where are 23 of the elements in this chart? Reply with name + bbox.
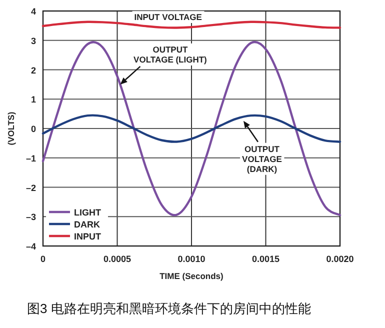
x-tick-label: 0.0020 [326,254,354,264]
annotation: OUTPUT VOLTAGE (LIGHT) [132,43,210,66]
legend-label: DARK [74,220,100,230]
y-tick-label: –1 [26,153,36,164]
y-tick-label: 3 [30,36,36,46]
y-tick-label: 0 [30,124,36,134]
caption: 图3 电路在明亮和黑暗环境条件下的房间中的性能 [27,301,311,316]
y-tick-label: –3 [26,212,36,222]
legend-label: INPUT [74,232,102,242]
y-tick-label: 1 [30,94,36,105]
y-tick-label: –2 [26,182,36,193]
y-tick-label: –4 [26,242,36,252]
x-tick-label: 0.0010 [178,254,206,264]
y-tick-label: 4 [30,6,36,16]
x-tick-label: 0 [40,254,46,264]
legend-label: LIGHT [74,208,102,218]
x-tick-label: 0.0005 [103,254,132,264]
x-axis-title: TIME (Seconds) [160,271,224,281]
y-axis-title: (VOLTS) [6,112,16,146]
annotation: INPUT VOLTAGE [132,11,204,24]
x-tick-label: 0.0015 [252,254,280,264]
y-tick-label: 2 [30,65,36,76]
annotation: OUTPUT VOLTAGE (DARK) [240,142,284,175]
